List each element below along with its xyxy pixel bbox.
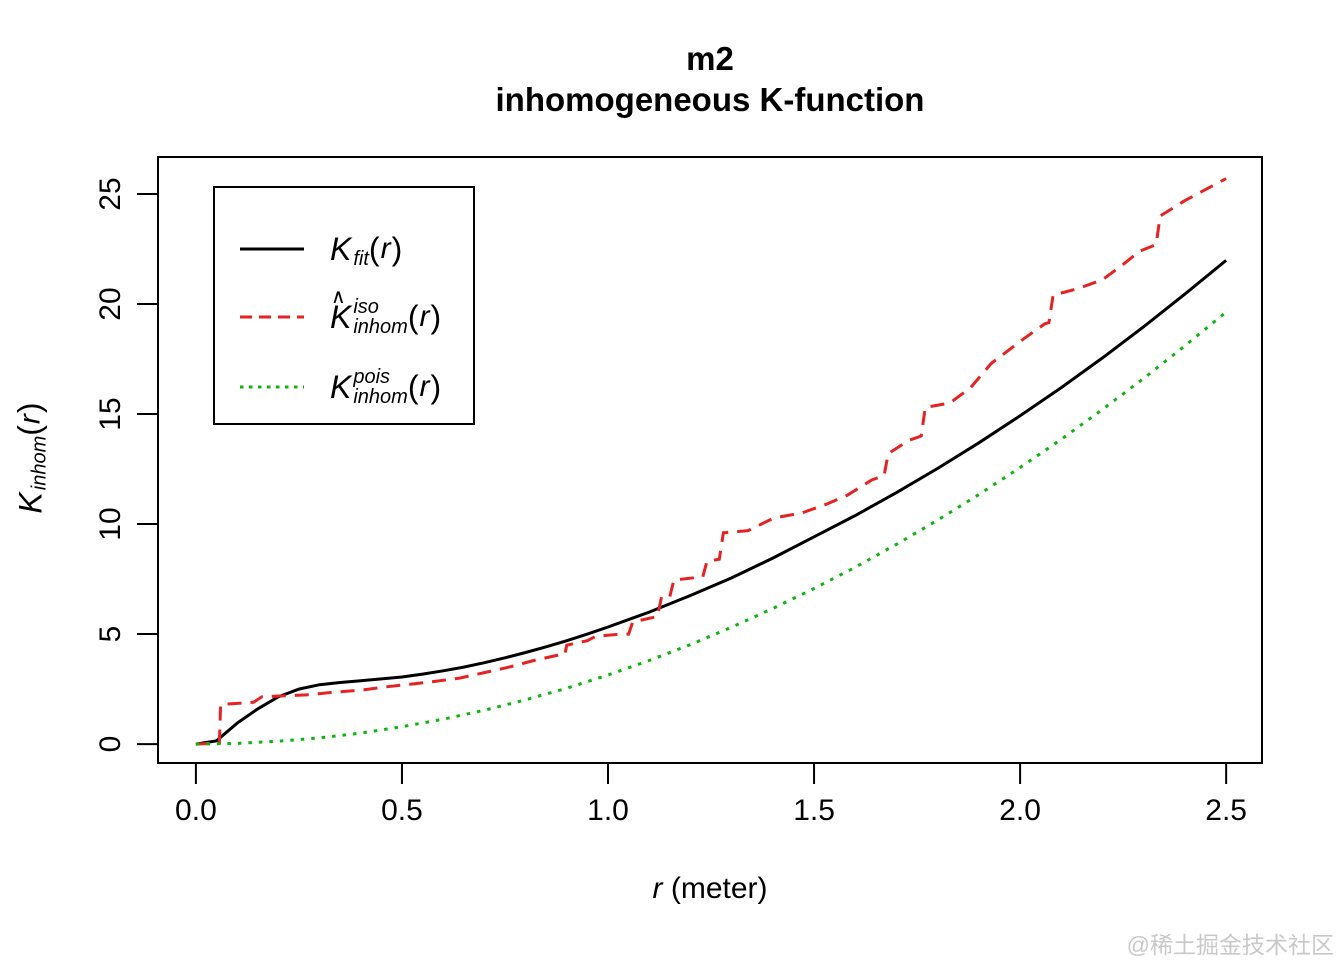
argument-r: r [13,414,46,425]
argument-r: r [419,370,430,403]
plot-title-line1: m2 [686,40,734,77]
y-tick-label: 0 [94,735,127,753]
y-tick-label: 15 [94,397,127,431]
legend-line-sample [240,247,304,251]
x-tick-label: 1.0 [587,794,629,827]
x-tick-label: 2.5 [1205,794,1247,827]
k-letter: K [330,231,352,267]
legend-line-sample [240,385,304,389]
paren-close: ) [430,368,442,405]
y-tick-label: 10 [94,507,127,541]
paren-close: ) [391,230,403,267]
k-letter: ∧ K [330,286,352,335]
k-letter: K [330,369,352,405]
x-tick-label: 2.0 [999,794,1041,827]
x-tick-label: 0.0 [175,794,217,827]
plot-title: m2 inhomogeneous K-function [158,38,1262,120]
x-axis-title-rest: (meter) [662,872,768,905]
paren-close: ) [11,402,48,414]
paren-open: ( [407,368,419,405]
watermark: @稀土掘金技术社区 [1126,932,1334,958]
legend-line-sample [240,315,304,319]
x-tick-label: 1.5 [793,794,835,827]
plot-title-line2: inhomogeneous K-function [495,81,925,118]
y-tick-label: 20 [94,287,127,321]
subscript: fit [353,247,369,270]
paren-close: ) [430,298,442,335]
argument-r: r [380,232,391,265]
x-axis-title: r (meter) [158,872,1262,906]
subscript: inhom [28,435,51,491]
subscript: inhom [353,386,408,408]
paren-open: ( [407,298,419,335]
hat-accent: ∧ [331,286,346,308]
plot-frame [157,156,1263,764]
y-tick-label: 5 [94,625,127,643]
sup-sub-stack: iso inhom [353,297,407,337]
superscript: iso [353,296,379,318]
axis-ticks [137,192,1228,784]
superscript: pois [353,366,391,388]
x-axis-title-r: r [652,872,663,905]
curves [195,177,1228,746]
subscript: inhom [353,316,408,338]
sup-sub-stack: pois inhom [353,367,407,407]
paren-open: ( [368,230,380,267]
kpois-curve [195,310,1228,746]
k-letter: K [12,492,48,514]
argument-r: r [419,300,430,333]
kfit-curve [195,259,1228,746]
y-tick-label: 25 [94,177,127,211]
kiso-curve [195,177,1227,746]
x-tick-label: 0.5 [381,794,423,827]
paren-open: ( [11,425,48,436]
